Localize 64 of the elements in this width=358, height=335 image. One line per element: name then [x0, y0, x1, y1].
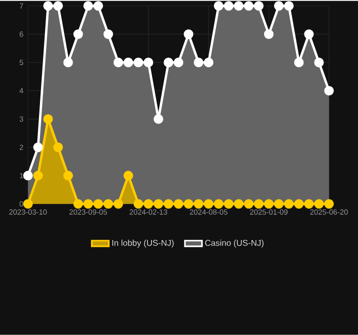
- point: [244, 199, 254, 209]
- point: [103, 199, 114, 209]
- point: [264, 199, 274, 209]
- point: [224, 1, 234, 11]
- point: [224, 199, 234, 209]
- point: [254, 199, 264, 209]
- point: [234, 199, 244, 209]
- point: [114, 58, 124, 68]
- point: [83, 1, 93, 11]
- point: [134, 58, 144, 68]
- point: [114, 199, 124, 209]
- point: [324, 199, 334, 209]
- point: [304, 29, 314, 40]
- point: [164, 58, 174, 68]
- point: [274, 1, 284, 11]
- point: [53, 1, 63, 11]
- point: [43, 1, 53, 11]
- point: [154, 199, 164, 209]
- point: [33, 142, 43, 152]
- point: [23, 199, 33, 209]
- point: [254, 1, 264, 11]
- legend-label: In lobby (US-NJ): [112, 240, 174, 248]
- point: [264, 29, 274, 40]
- point: [93, 1, 104, 11]
- point: [214, 199, 224, 209]
- point: [93, 199, 104, 209]
- point: [33, 170, 43, 180]
- point: [234, 1, 244, 11]
- point: [83, 199, 93, 209]
- point: [164, 199, 174, 209]
- point: [144, 58, 154, 68]
- point: [244, 1, 254, 11]
- point: [294, 58, 304, 68]
- point: [144, 199, 154, 209]
- point: [63, 58, 73, 68]
- point: [294, 199, 304, 209]
- point: [184, 199, 194, 209]
- point: [204, 58, 214, 68]
- point: [304, 199, 314, 209]
- point: [73, 29, 83, 40]
- point: [154, 114, 164, 124]
- point: [194, 199, 204, 209]
- point: [284, 199, 294, 209]
- point: [204, 199, 214, 209]
- point: [134, 199, 144, 209]
- point: [73, 199, 83, 209]
- point: [194, 58, 204, 68]
- point: [314, 58, 324, 68]
- point: [63, 170, 73, 180]
- point: [284, 1, 294, 11]
- point: [124, 170, 134, 180]
- legend-label: Casino (US-NJ): [205, 240, 264, 248]
- point: [214, 1, 224, 11]
- point: [124, 58, 134, 68]
- point: [53, 142, 63, 152]
- point: [184, 29, 194, 40]
- point: [324, 86, 334, 96]
- point: [103, 29, 114, 40]
- point: [174, 199, 184, 209]
- point: [174, 58, 184, 68]
- point: [274, 199, 284, 209]
- point: [23, 170, 33, 180]
- point: [43, 114, 53, 124]
- point: [314, 199, 324, 209]
